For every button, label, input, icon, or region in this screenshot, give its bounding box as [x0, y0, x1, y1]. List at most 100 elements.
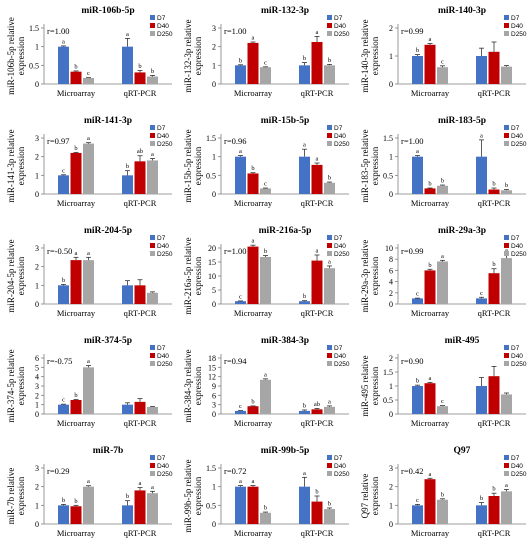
legend-swatch — [327, 463, 332, 468]
significance-letter: a — [126, 31, 129, 38]
significance-letter: b — [74, 392, 77, 399]
significance-letter: b — [492, 261, 495, 268]
bar-d250 — [501, 66, 512, 84]
significance-letter: b — [62, 277, 65, 284]
bar-d250 — [260, 379, 271, 414]
correlation-label: r=0.96 — [224, 136, 247, 146]
bar-d7 — [299, 301, 310, 304]
significance-letter: a — [87, 250, 90, 257]
legend-swatch — [504, 455, 509, 460]
legend-label: D40 — [157, 23, 169, 30]
legend-label: D40 — [511, 133, 523, 140]
y-tick-label: 3 — [212, 401, 216, 410]
chart-panel-mir-29a-3p: miR-29a-3p miR-29a-3p relativeexpression 0… — [360, 226, 527, 318]
legend-label: D40 — [157, 353, 169, 360]
bar-d7 — [122, 285, 133, 304]
chart-panel-mir-204-5p: miR-204-5p miR-204-5p relativeexpression 0… — [6, 226, 173, 318]
bar-d250 — [83, 260, 94, 304]
legend-swatch — [327, 353, 332, 358]
significance-letter: a — [505, 482, 508, 489]
y-tick-label: 4 — [35, 373, 39, 382]
y-tick-label: 2 — [389, 289, 393, 298]
y-tick-label: 1 — [35, 43, 39, 52]
y-axis-label-line: miR-106b-5p relative — [6, 17, 16, 95]
significance-letter: b — [126, 163, 129, 170]
bar-d7 — [58, 285, 69, 304]
y-axis-label-line: expression — [16, 256, 26, 295]
legend-label: D250 — [157, 251, 173, 258]
bar-d40 — [247, 173, 259, 194]
legend-swatch — [327, 31, 332, 36]
significance-letter: b — [239, 57, 242, 64]
x-category-label: Microarray — [234, 198, 273, 208]
significance-letter: ab — [314, 401, 320, 408]
y-tick-label: 3 — [389, 464, 393, 473]
legend-label: D7 — [157, 235, 166, 242]
chart-title: miR-106b-5p — [81, 6, 134, 16]
chart-title: miR-374-5p — [84, 336, 132, 346]
x-category-label: Microarray — [57, 308, 96, 318]
bar-d40 — [488, 376, 500, 414]
bar-d7 — [412, 156, 423, 194]
y-tick-label: 3 — [35, 134, 39, 143]
significance-letter: b — [328, 175, 331, 182]
legend-label: D250 — [157, 31, 173, 38]
bar-d40 — [134, 72, 146, 84]
legend-swatch — [150, 455, 155, 460]
y-tick-label: 2 — [389, 483, 393, 492]
y-axis-label: miR-183-5p relativeexpression — [360, 129, 380, 202]
y-axis-label-line: miR-384-3p relative — [183, 349, 193, 422]
bar-d7 — [299, 410, 310, 414]
y-axis-label: miR-204-5p relativeexpression — [6, 239, 26, 312]
y-tick-label: 2 — [35, 391, 39, 400]
x-category-label: Microarray — [411, 88, 450, 98]
chart-panel-mir-7b: miR-7b miR-7b relativeexpression 0 1 2 3 Micro… — [6, 446, 173, 538]
significance-letter: b — [315, 489, 318, 496]
significance-letter: a — [480, 132, 483, 139]
bar-d250 — [324, 509, 335, 524]
y-tick-label: 5 — [35, 363, 39, 372]
legend-swatch — [504, 31, 509, 36]
significance-letter: a — [151, 151, 154, 158]
y-tick-label: 1 — [212, 483, 216, 492]
significance-letter: b — [428, 181, 431, 188]
bar-d40 — [424, 270, 436, 304]
bar-d40 — [247, 486, 259, 524]
bar-d7 — [235, 156, 246, 194]
bar-d7 — [476, 56, 487, 84]
legend-swatch — [504, 141, 509, 146]
y-tick-label: 0.5 — [29, 61, 39, 70]
significance-letter: b — [428, 262, 431, 269]
bar-d7 — [122, 505, 133, 524]
y-tick-label: 0.5 — [383, 171, 393, 180]
x-category-label: Microarray — [234, 308, 273, 318]
significance-letter: b — [126, 493, 129, 500]
y-axis-label-line: miR-204-5p relative — [6, 239, 16, 312]
chart-panel-mir-216a-5p: miR-216a-5p miR-216a-5p relativeexpressio… — [183, 226, 350, 318]
legend-swatch — [327, 251, 332, 256]
chart-title: miR-141-3p — [84, 116, 132, 126]
legend-label: D250 — [334, 31, 350, 38]
legend-label: D40 — [157, 243, 169, 250]
legend-swatch — [150, 125, 155, 130]
significance-letter: b — [303, 293, 306, 300]
y-axis-label-line: miR-15b-5p relative — [183, 129, 193, 202]
legend-swatch — [504, 471, 509, 476]
chart-panel-mir-140-3p: miR-140-3p miR-140-3p relativeexpression 0… — [360, 6, 527, 98]
bar-d250 — [324, 406, 335, 414]
significance-letter: b — [441, 178, 444, 185]
legend-swatch — [150, 141, 155, 146]
legend-swatch — [150, 361, 155, 366]
y-axis-label-line: expression — [370, 256, 380, 295]
significance-letter: c — [62, 397, 65, 404]
x-category-label: Microarray — [234, 418, 273, 428]
y-axis-label-line: expression — [193, 36, 203, 75]
bar-d40 — [70, 400, 82, 414]
chart-panel-mir-106b-5p: miR-106b-5p miR-106b-5p relativeexpressio… — [6, 6, 173, 98]
bar-d250 — [260, 256, 271, 304]
significance-letter: c — [264, 59, 267, 66]
y-axis-label-line: expression — [193, 476, 203, 515]
chart-title: miR-99b-5p — [261, 446, 310, 456]
correlation-label: r=0.42 — [401, 466, 424, 476]
significance-letter: c — [239, 293, 242, 300]
